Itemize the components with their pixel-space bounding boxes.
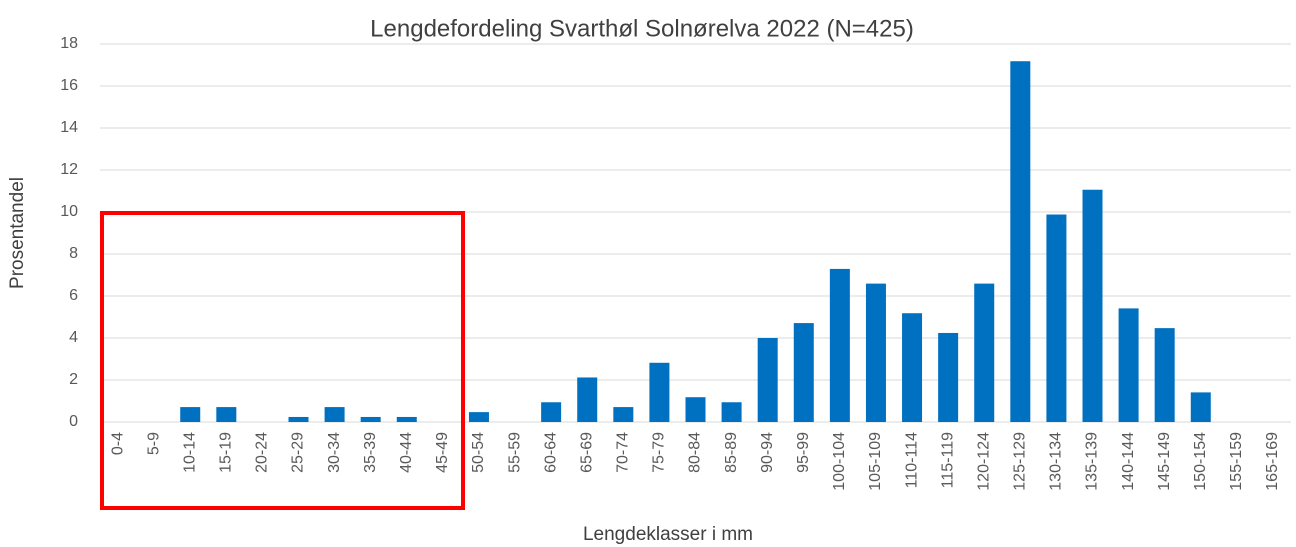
y-tick-label: 2 [69, 371, 78, 388]
x-tick-label: 25-29 [290, 432, 307, 473]
y-tick-label: 8 [69, 245, 78, 262]
x-tick-label: 85-89 [723, 432, 740, 473]
y-tick-label: 10 [60, 203, 78, 220]
y-tick-label: 14 [60, 119, 78, 136]
x-tick-label: 5-9 [145, 432, 162, 455]
y-tick-label: 18 [60, 35, 78, 52]
bar [902, 313, 923, 422]
bar [1190, 392, 1211, 422]
x-tick-label: 110-114 [903, 432, 920, 488]
bar [829, 268, 850, 422]
x-tick-label: 50-54 [470, 432, 487, 473]
bar [1118, 308, 1139, 422]
x-tick-label: 45-49 [434, 432, 451, 473]
x-tick-label: 155-159 [1228, 432, 1245, 491]
y-tick-label: 0 [69, 413, 78, 430]
x-tick-label: 145-149 [1156, 432, 1173, 491]
y-tick-label: 6 [69, 287, 78, 304]
bar [938, 332, 959, 422]
x-tick-label: 120-124 [975, 432, 992, 491]
x-axis-title: Lengdeklasser i mm [583, 524, 753, 545]
x-tick-label: 125-129 [1012, 432, 1029, 491]
bar [288, 416, 309, 422]
x-tick-label: 40-44 [398, 432, 415, 473]
bar [180, 407, 201, 422]
bar [865, 283, 886, 422]
bar [468, 412, 489, 422]
bar [613, 407, 634, 422]
x-tick-label: 165-169 [1264, 432, 1281, 491]
x-tick-label: 100-104 [831, 432, 848, 491]
x-tick-label: 65-69 [578, 432, 595, 473]
bar [974, 283, 995, 422]
y-tick-label: 12 [60, 161, 78, 178]
bar [793, 323, 814, 422]
x-tick-label: 135-139 [1084, 432, 1101, 491]
x-tick-label: 90-94 [759, 432, 776, 473]
bar [685, 397, 706, 422]
bar [541, 402, 562, 422]
bar [1082, 189, 1103, 422]
y-axis-title: Prosentandel [7, 177, 28, 289]
x-tick-label: 115-119 [939, 432, 956, 488]
y-tick-label: 16 [60, 77, 78, 94]
highlight-box [100, 211, 465, 510]
y-tick-label: 4 [69, 329, 78, 346]
bar [1154, 328, 1175, 422]
x-tick-label: 75-79 [651, 432, 668, 473]
x-tick-label: 55-59 [506, 432, 523, 473]
x-tick-label: 140-144 [1120, 432, 1137, 491]
x-tick-label: 30-34 [326, 432, 343, 473]
bar [360, 416, 381, 422]
x-tick-label: 150-154 [1192, 432, 1209, 491]
x-tick-label: 95-99 [795, 432, 812, 473]
bar [649, 362, 670, 422]
bar [1010, 61, 1031, 422]
x-tick-label: 105-109 [867, 432, 884, 491]
x-tick-label: 80-84 [687, 432, 704, 473]
bar [324, 407, 345, 422]
chart-title: Lengdefordeling Svarthøl Solnørelva 2022… [370, 15, 914, 42]
bar [1046, 214, 1067, 422]
x-tick-label: 0-4 [109, 432, 126, 455]
bar [721, 402, 742, 422]
bar [757, 338, 778, 422]
bar [577, 377, 598, 422]
x-tick-label: 70-74 [615, 432, 632, 473]
x-tick-label: 15-19 [218, 432, 235, 473]
x-tick-label: 20-24 [254, 432, 271, 473]
bar [396, 416, 417, 422]
x-tick-label: 130-134 [1048, 432, 1065, 491]
bar [216, 407, 237, 422]
x-tick-label: 10-14 [181, 432, 198, 473]
x-tick-label: 60-64 [542, 432, 559, 473]
x-tick-label: 35-39 [362, 432, 379, 473]
